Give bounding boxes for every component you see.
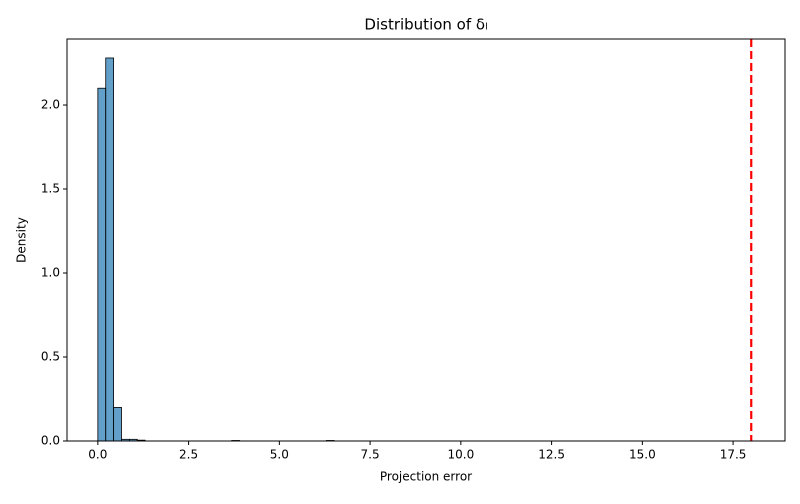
chart-title: Distribution of δₗ — [364, 16, 487, 34]
y-tick-label: 0.5 — [41, 350, 60, 364]
x-tick-label: 5.0 — [270, 448, 289, 462]
x-tick-label: 2.5 — [179, 448, 198, 462]
bar — [113, 407, 122, 442]
x-tick-label: 12.5 — [538, 448, 565, 462]
y-tick-label: 0.0 — [41, 434, 60, 448]
x-tick-label: 15.0 — [629, 448, 656, 462]
x-tick-label: 0.0 — [88, 448, 107, 462]
plot-frame — [66, 38, 786, 442]
bar — [105, 57, 115, 442]
y-tick-label: 1.0 — [41, 266, 60, 280]
y-tick-label: 1.5 — [41, 182, 60, 196]
bar — [97, 87, 107, 442]
x-tick-label: 7.5 — [361, 448, 380, 462]
y-axis-label: Density — [15, 217, 29, 263]
y-tick-label: 2.0 — [41, 98, 60, 112]
x-axis-label: Projection error — [380, 470, 472, 484]
x-tick-label: 17.5 — [720, 448, 747, 462]
x-tick-label: 10.0 — [447, 448, 474, 462]
